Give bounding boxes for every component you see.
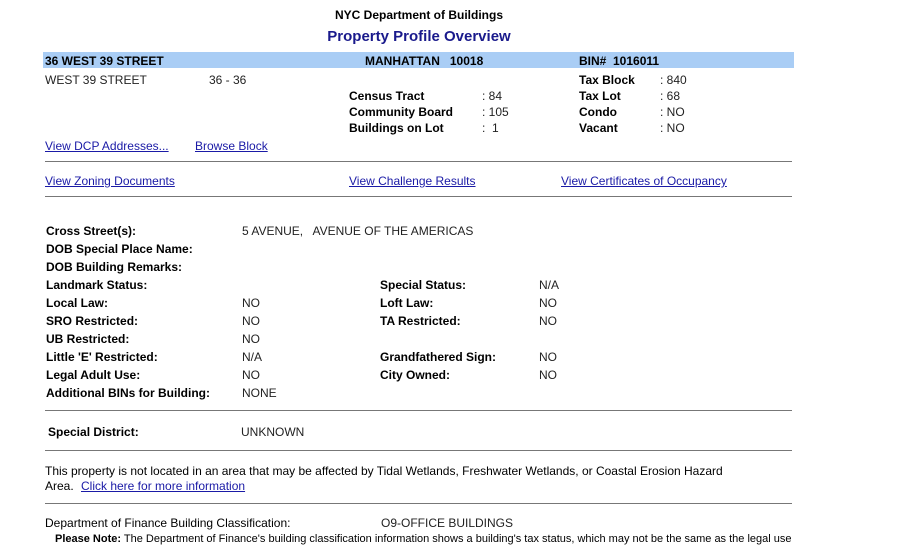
detail-value: NONE (242, 386, 277, 400)
detail-label: Local Law: (46, 296, 109, 310)
detail-value: N/A (242, 350, 263, 364)
address-bar (43, 52, 794, 68)
tax-block-label: Tax Block (579, 73, 635, 87)
detail-label: UB Restricted: (46, 332, 130, 346)
cross-streets-value: 5 AVENUE, AVENUE OF THE AMERICAS (242, 224, 474, 238)
detail-value: NO (242, 368, 260, 382)
finance-note: Please Note: The Department of Finance's… (55, 533, 792, 545)
special-district-label: Special District: (48, 425, 139, 439)
divider (45, 410, 792, 411)
borough-zip: MANHATTAN 10018 (365, 54, 484, 68)
finance-classification-label: Department of Finance Building Classific… (45, 516, 291, 530)
detail-value: N/A (539, 278, 560, 292)
tax-lot-value: : 68 (660, 89, 681, 103)
bin: BIN# 1016011 (579, 54, 660, 68)
divider (45, 450, 792, 451)
detail-value: NO (539, 314, 557, 328)
cross-streets-label: Cross Street(s): (46, 224, 137, 238)
detail-label: Landmark Status: (46, 278, 148, 292)
divider (45, 196, 792, 197)
finance-classification-value: O9-OFFICE BUILDINGS (381, 516, 514, 530)
wetlands-text-2: Area. (45, 479, 74, 493)
view-dcp-addresses-link[interactable]: View DCP Addresses... (45, 139, 169, 153)
detail-label: TA Restricted: (380, 314, 461, 328)
buildings-on-lot-label: Buildings on Lot (349, 121, 444, 135)
building-remarks-label: DOB Building Remarks: (46, 260, 183, 274)
divider (45, 161, 792, 162)
detail-label: City Owned: (380, 368, 451, 382)
condo-label: Condo (579, 105, 617, 119)
special-place-label: DOB Special Place Name: (46, 242, 193, 256)
detail-value: NO (242, 296, 260, 310)
census-tract-label: Census Tract (349, 89, 425, 103)
detail-label: Grandfathered Sign: (380, 350, 497, 364)
vacant-value: : NO (660, 121, 685, 135)
community-board-value: : 105 (482, 105, 509, 119)
detail-label: Loft Law: (380, 296, 434, 310)
browse-block-link[interactable]: Browse Block (195, 139, 268, 153)
wetlands-info-link[interactable]: Click here for more information (81, 479, 246, 493)
detail-label: Little 'E' Restricted: (46, 350, 158, 364)
street-name: WEST 39 STREET (45, 73, 147, 87)
divider (45, 503, 792, 504)
vacant-label: Vacant (579, 121, 618, 135)
note-text: The Department of Finance's building cla… (123, 533, 792, 545)
detail-value: NO (242, 332, 260, 346)
house-range: 36 - 36 (209, 73, 247, 87)
detail-label: Additional BINs for Building: (46, 386, 210, 400)
special-district-value: UNKNOWN (241, 425, 305, 439)
detail-value: NO (539, 350, 557, 364)
buildings-on-lot-value: : 1 (482, 121, 499, 135)
note-label: Please Note: (55, 533, 122, 545)
wetlands-text: This property is not located in an area … (45, 464, 723, 478)
detail-value: NO (539, 296, 557, 310)
detail-label: Legal Adult Use: (46, 368, 141, 382)
agency-name: NYC Department of Buildings (334, 8, 503, 22)
detail-value: NO (539, 368, 557, 382)
view-challenge-results-link[interactable]: View Challenge Results (349, 174, 476, 188)
census-tract-value: : 84 (482, 89, 503, 103)
address: 36 WEST 39 STREET (45, 54, 164, 68)
view-zoning-documents-link[interactable]: View Zoning Documents (45, 174, 175, 188)
detail-label: Special Status: (380, 278, 467, 292)
detail-value: NO (242, 314, 260, 328)
detail-label: SRO Restricted: (46, 314, 139, 328)
condo-value: : NO (660, 105, 685, 119)
view-certificates-of-occupancy-link[interactable]: View Certificates of Occupancy (561, 174, 727, 188)
tax-block-value: : 840 (660, 73, 687, 87)
tax-lot-label: Tax Lot (579, 89, 621, 103)
page-title: Property Profile Overview (327, 28, 511, 45)
community-board-label: Community Board (349, 105, 454, 119)
